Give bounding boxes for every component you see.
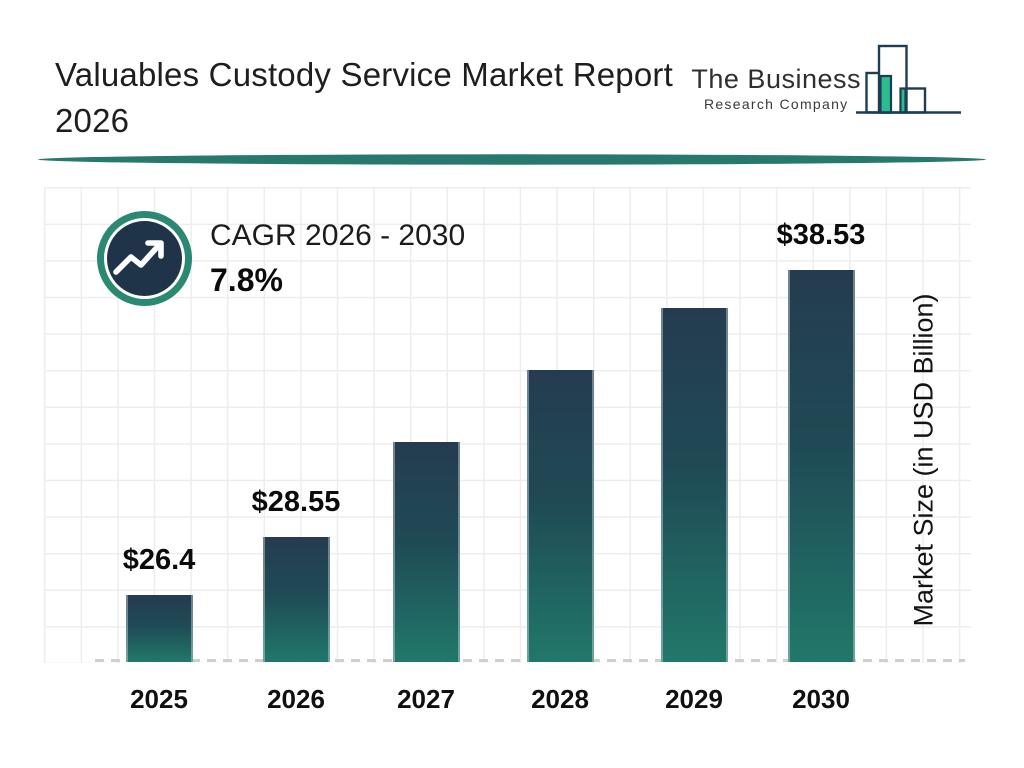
x-axis-label-2029: 2029: [665, 684, 723, 714]
logo-skyline-bars-icon: [856, 44, 961, 114]
x-axis-label-2030: 2030: [792, 684, 850, 714]
page-title: Valuables Custody Service Market Report 2…: [55, 52, 673, 144]
trending-up-icon: [97, 211, 192, 306]
bar-value-label-2025: $26.4billion: [49, 538, 269, 583]
bar-2029: [660, 308, 728, 662]
page-title-line1: Valuables Custody Service Market Report: [55, 56, 673, 93]
logo-company-name: The Business: [691, 64, 861, 94]
bar-2026: [262, 537, 330, 662]
company-logo-text: The Business Research Company: [691, 64, 861, 112]
x-axis-label-2028: 2028: [531, 684, 589, 714]
divider-ornament: [38, 154, 986, 165]
bar-2025: [125, 595, 193, 662]
x-axis-label-2027: 2027: [397, 684, 455, 714]
x-axis-label-2026: 2026: [267, 684, 325, 714]
bar-2028: [526, 370, 594, 662]
bar-2030: [787, 270, 855, 662]
bar-value-label-2030: $38.53billion: [711, 213, 931, 258]
y-axis-title: Market Size (in USD Billion): [908, 293, 939, 627]
bar-value-label-2026: $28.55billion: [186, 480, 406, 525]
bar-value-amount: $26.4: [122, 544, 196, 576]
page-title-line2: 2026: [55, 102, 130, 139]
cagr-range-label: CAGR 2026 - 2030: [210, 219, 466, 252]
bar-value-amount: $38.53: [776, 219, 866, 251]
bar-2027: [392, 442, 460, 662]
logo-company-subname: Research Company: [703, 96, 849, 112]
x-axis-label-2025: 2025: [130, 684, 188, 714]
cagr-value: 7.8%: [210, 262, 283, 298]
cagr-callout: CAGR 2026 - 2030 7.8%: [210, 219, 465, 299]
bar-value-amount: $28.55: [251, 486, 341, 518]
